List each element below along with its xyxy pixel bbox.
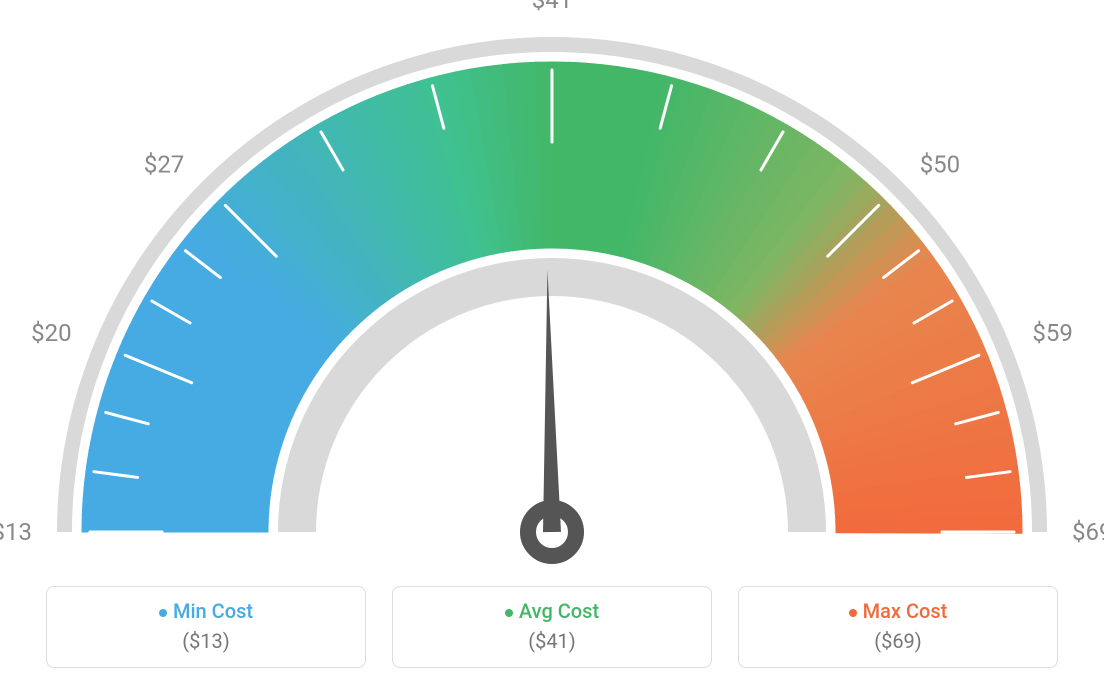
legend-min: Min Cost ($13) <box>46 586 366 668</box>
legend-avg: Avg Cost ($41) <box>392 586 712 668</box>
gauge-tick-label: $50 <box>920 150 960 178</box>
legend-avg-dot <box>505 609 513 617</box>
gauge-tick-label: $41 <box>532 0 572 14</box>
legend-max: Max Cost ($69) <box>738 586 1058 668</box>
legend-min-value: ($13) <box>57 629 355 653</box>
legend-avg-label: Avg Cost <box>519 599 599 623</box>
legend-min-label: Min Cost <box>173 599 253 623</box>
legend-max-title: Max Cost <box>749 599 1047 623</box>
legend-avg-value: ($41) <box>403 629 701 653</box>
gauge-tick-label: $69 <box>1072 518 1104 546</box>
legend-min-dot <box>159 609 167 617</box>
gauge-tick-label: $59 <box>1032 319 1072 347</box>
gauge-svg: $13 $20 $27 $41 $50 $59 $69 <box>0 0 1104 570</box>
gauge-tick-label: $13 <box>0 518 32 546</box>
gauge-tick-label: $20 <box>31 319 71 347</box>
gauge-needle <box>543 270 561 532</box>
legend-min-title: Min Cost <box>57 599 355 623</box>
legend-row: Min Cost ($13) Avg Cost ($41) Max Cost (… <box>0 586 1104 668</box>
cost-gauge-chart: $13 $20 $27 $41 $50 $59 $69 <box>0 0 1104 570</box>
legend-avg-title: Avg Cost <box>403 599 701 623</box>
legend-max-dot <box>849 609 857 617</box>
legend-max-value: ($69) <box>749 629 1047 653</box>
gauge-tick-label: $27 <box>144 150 184 178</box>
legend-max-label: Max Cost <box>863 599 948 623</box>
